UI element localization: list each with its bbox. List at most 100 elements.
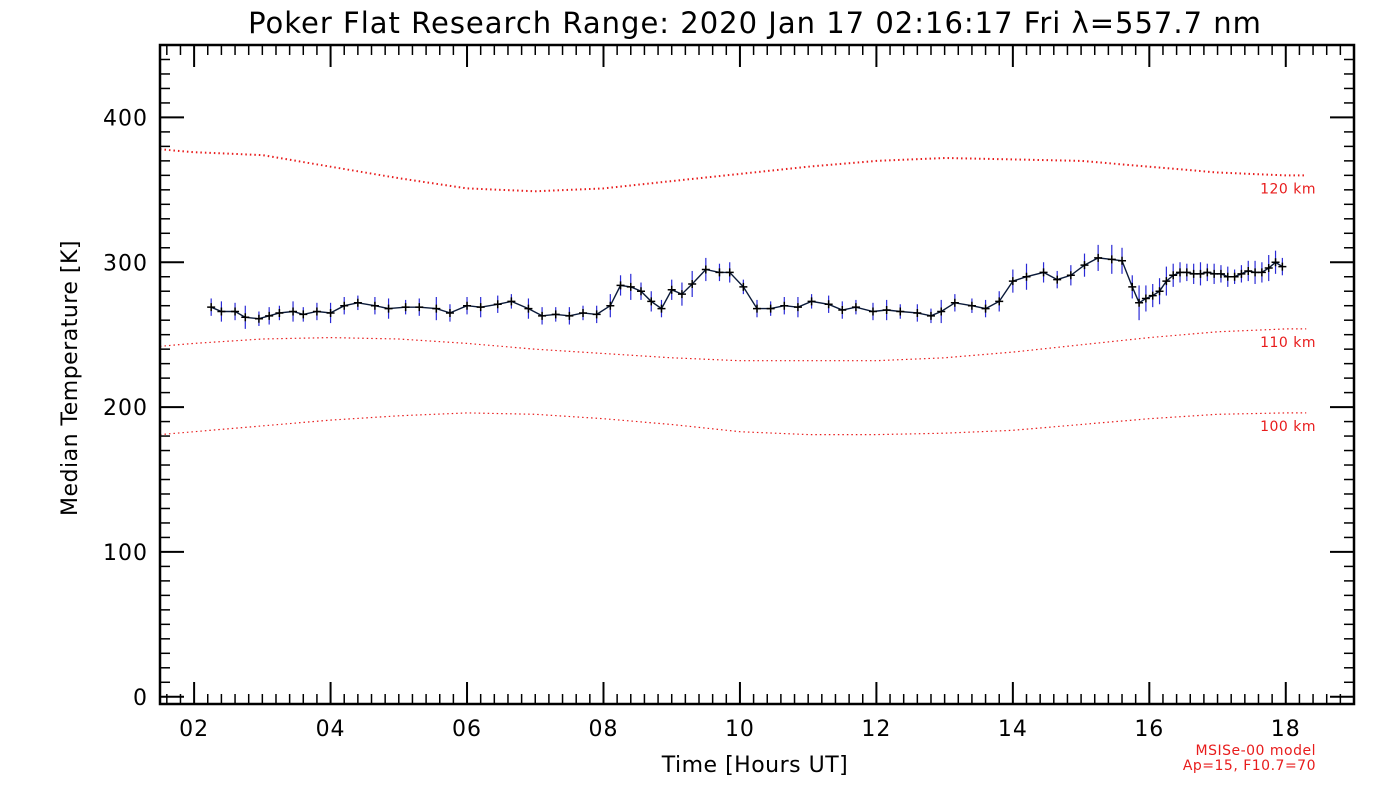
data-point <box>1128 282 1137 291</box>
data-point <box>701 265 710 274</box>
data-point <box>995 297 1004 306</box>
model-curves: 120 km 110 km 100 km <box>159 148 1316 436</box>
y-tick-label: 0 <box>133 686 148 711</box>
x-tick-label: 06 <box>452 717 482 742</box>
data-point <box>370 301 379 310</box>
x-tick-label: 08 <box>588 717 618 742</box>
model-curve-label: 120 km <box>1260 181 1316 197</box>
data-point <box>824 300 833 309</box>
data-point <box>1094 253 1103 262</box>
data-point <box>1244 266 1253 275</box>
data-point <box>1251 268 1260 277</box>
data-point <box>1053 275 1062 284</box>
data-point <box>493 300 502 309</box>
data-point <box>217 307 226 316</box>
data-point <box>1237 269 1246 278</box>
data-point <box>967 301 976 310</box>
data-point <box>1080 261 1089 270</box>
data-point <box>384 304 393 313</box>
data-point <box>241 313 250 322</box>
model-annotation-line2: Ap=15, F10.7=70 <box>1183 758 1316 774</box>
data-point <box>579 308 588 317</box>
model-curve-120-km <box>159 148 1307 193</box>
data-point <box>1169 271 1178 280</box>
data-point <box>882 306 891 315</box>
data-point <box>626 282 635 291</box>
data-point <box>896 307 905 316</box>
data-point <box>637 287 646 296</box>
data-point <box>1022 272 1031 281</box>
data-point <box>524 304 533 313</box>
data-point <box>463 301 472 310</box>
data-point <box>868 307 877 316</box>
data-point <box>551 310 560 319</box>
data-point <box>445 308 454 317</box>
data-point <box>415 303 424 312</box>
data-point <box>1176 268 1185 277</box>
data-point <box>725 268 734 277</box>
data-point <box>275 308 284 317</box>
data-point <box>312 307 321 316</box>
model-curve-label: 100 km <box>1260 419 1316 435</box>
data-point <box>299 310 308 319</box>
data-point <box>1141 294 1150 303</box>
model-curve-label: 110 km <box>1260 335 1316 351</box>
x-tick-label: 10 <box>725 717 755 742</box>
data-point <box>1196 269 1205 278</box>
chart-title: Poker Flat Research Range: 2020 Jan 17 0… <box>248 6 1262 40</box>
y-tick-label: 300 <box>103 251 148 276</box>
x-tick-label: 12 <box>861 717 891 742</box>
axis-ticks: 02 04 06 08 10 12 14 16 18 0 100 200 300 400 <box>103 44 1355 742</box>
data-point <box>476 303 485 312</box>
data-point <box>254 314 263 323</box>
data-point <box>207 303 216 312</box>
data-point <box>950 298 959 307</box>
x-tick-label: 04 <box>316 717 346 742</box>
x-tick-label: 14 <box>998 717 1028 742</box>
data-point <box>926 311 935 320</box>
data-point <box>780 301 789 310</box>
data-point <box>1135 298 1144 307</box>
plot-frame <box>158 43 1356 706</box>
data-point <box>1189 269 1198 278</box>
data-point <box>1223 272 1232 281</box>
y-tick-label: 200 <box>103 396 148 421</box>
data-point <box>667 285 676 294</box>
model-curve-100-km <box>159 412 1307 436</box>
data-point <box>401 303 410 312</box>
data-point <box>739 282 748 291</box>
x-axis-label: Time [Hours UT] <box>661 753 849 778</box>
y-tick-label: 400 <box>103 106 148 131</box>
data-point <box>326 308 335 317</box>
y-tick-label: 100 <box>103 541 148 566</box>
data-point <box>793 303 802 312</box>
data-point <box>981 304 990 313</box>
data-point <box>937 307 946 316</box>
data-point <box>1066 271 1075 280</box>
data-point <box>616 281 625 290</box>
data-point <box>265 311 274 320</box>
data-point <box>1278 262 1287 271</box>
data-point <box>592 310 601 319</box>
data-point <box>838 306 847 315</box>
data-point <box>1271 258 1280 267</box>
measured-series <box>207 244 1287 329</box>
data-point <box>507 297 516 306</box>
data-point <box>715 268 724 277</box>
data-point <box>766 304 775 313</box>
data-point <box>1118 256 1127 265</box>
data-point <box>231 307 240 316</box>
data-point <box>913 308 922 317</box>
data-point <box>807 297 816 306</box>
model-curve-110-km <box>159 328 1307 362</box>
data-point <box>565 311 574 320</box>
data-point <box>1155 287 1164 296</box>
data-point <box>1162 277 1171 286</box>
x-tick-label: 16 <box>1134 717 1164 742</box>
data-point <box>1264 264 1273 273</box>
data-point <box>432 304 441 313</box>
data-point <box>851 303 860 312</box>
data-point <box>1230 272 1239 281</box>
data-point <box>1257 268 1266 277</box>
